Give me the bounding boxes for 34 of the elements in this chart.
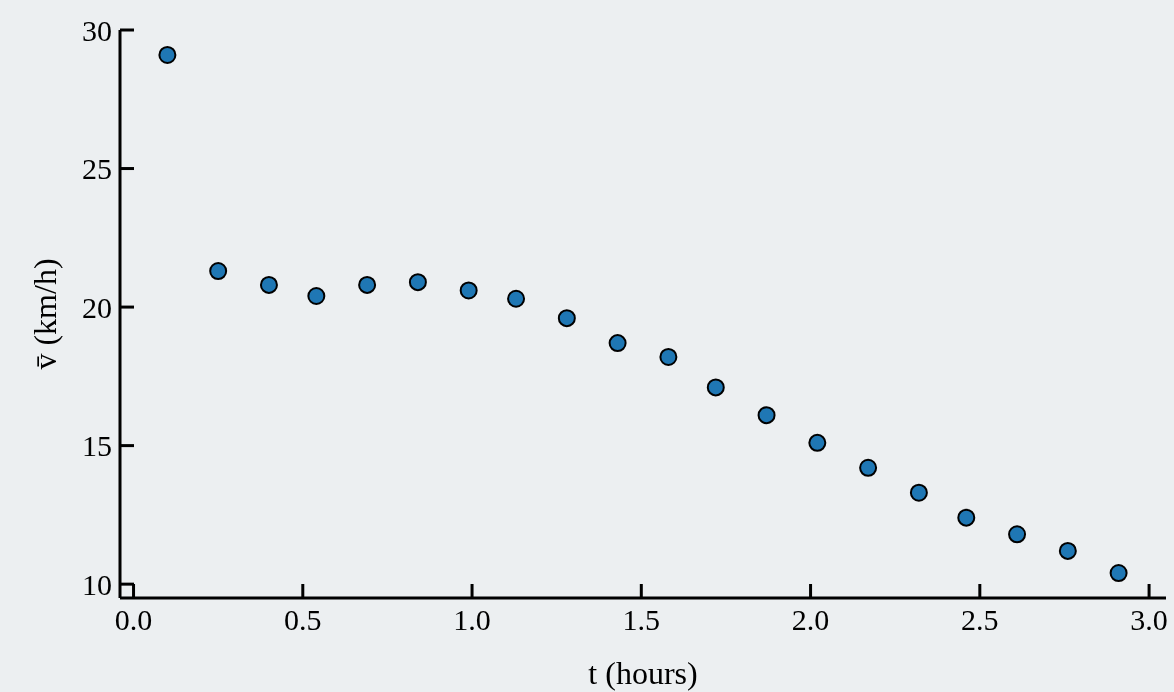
point xyxy=(158,45,177,64)
x-axis-title: t (hours) xyxy=(588,655,698,691)
point xyxy=(1109,564,1128,583)
point xyxy=(1008,525,1027,544)
x-tick-label: 3.0 xyxy=(1130,603,1168,636)
y-tick-label: 20 xyxy=(82,290,112,324)
point xyxy=(358,275,377,294)
x-tick-label: 0.5 xyxy=(284,603,322,636)
point xyxy=(757,406,776,425)
point xyxy=(209,262,228,281)
point xyxy=(1058,541,1077,560)
point xyxy=(808,433,827,452)
point xyxy=(259,275,278,294)
point xyxy=(909,483,928,502)
y-axis-title: v̄ (km/h) xyxy=(27,258,63,370)
point xyxy=(408,273,427,292)
x-tick-label: 1.0 xyxy=(453,603,491,636)
x-tick-label: 0.0 xyxy=(114,603,153,636)
y-tick-label: 25 xyxy=(82,152,112,186)
x-tick-label: 1.5 xyxy=(622,603,661,636)
point xyxy=(557,309,576,328)
y-tick-label: 10 xyxy=(82,567,112,601)
point xyxy=(307,287,326,305)
point xyxy=(507,289,526,308)
point xyxy=(608,334,627,353)
x-tick-label: 2.5 xyxy=(961,603,999,636)
point xyxy=(859,458,878,477)
y-tick-label: 15 xyxy=(82,429,112,463)
x-tick-label: 2.0 xyxy=(791,603,830,636)
point xyxy=(706,378,725,397)
point xyxy=(957,508,976,527)
y-tick-label: 30 xyxy=(82,13,112,47)
point xyxy=(459,281,478,300)
point xyxy=(659,347,678,366)
